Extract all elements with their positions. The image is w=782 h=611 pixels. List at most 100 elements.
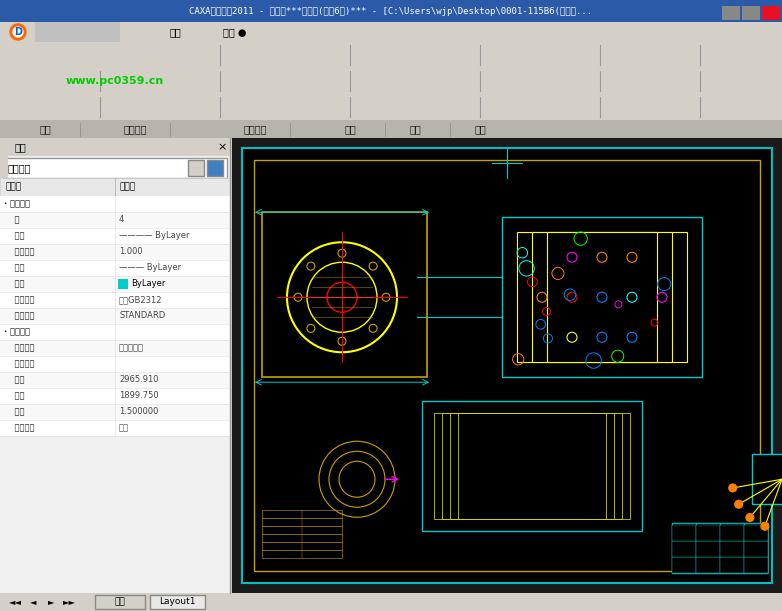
Text: 标注风格: 标注风格 xyxy=(4,312,34,321)
Bar xyxy=(696,557,720,573)
Bar xyxy=(672,557,696,573)
Bar xyxy=(0,324,230,340)
Text: ———— ByLayer: ———— ByLayer xyxy=(119,232,189,241)
Bar xyxy=(0,308,230,324)
Bar xyxy=(517,232,687,362)
Text: 加长系数: 加长系数 xyxy=(4,359,34,368)
Circle shape xyxy=(735,500,743,508)
Bar xyxy=(742,6,760,20)
Text: 用户自定义: 用户自定义 xyxy=(119,343,144,353)
Text: 1899.750: 1899.750 xyxy=(119,392,159,400)
Bar xyxy=(0,68,782,94)
Text: 视图: 视图 xyxy=(169,27,181,37)
Text: 修改: 修改 xyxy=(344,124,356,134)
Text: 标注: 标注 xyxy=(409,124,421,134)
Text: 高级绘图: 高级绘图 xyxy=(243,124,267,134)
Bar xyxy=(0,356,230,372)
Text: 特性名: 特性名 xyxy=(5,183,21,191)
Bar xyxy=(242,148,772,583)
Text: 风格 ●: 风格 ● xyxy=(224,27,246,37)
Bar xyxy=(262,534,342,542)
Bar xyxy=(262,212,427,377)
Bar xyxy=(262,518,342,526)
Bar xyxy=(262,542,342,550)
Bar xyxy=(0,292,230,308)
Bar xyxy=(267,222,417,372)
Bar xyxy=(532,232,672,362)
Bar xyxy=(207,160,223,176)
Text: ⋅ 图幅设置: ⋅ 图幅设置 xyxy=(4,327,30,337)
Bar xyxy=(0,420,230,436)
Bar xyxy=(672,541,696,557)
Text: 属性: 属性 xyxy=(474,124,486,134)
Bar xyxy=(0,260,230,276)
Bar xyxy=(696,523,720,573)
Text: 线型: 线型 xyxy=(4,232,24,241)
Text: CAXA电子图杗2011 - 机械版***试用期(还兤6天)*** - [C:\Users\wjp\Desktop\0001-115B6(外形图...: CAXA电子图杗2011 - 机械版***试用期(还兤6天)*** - [C:\… xyxy=(189,7,593,15)
Bar xyxy=(0,138,230,156)
Text: 宽度: 宽度 xyxy=(4,376,24,384)
Bar xyxy=(3,158,227,178)
Bar xyxy=(744,557,768,573)
Bar xyxy=(744,541,768,557)
Text: 图纸方向: 图纸方向 xyxy=(4,423,34,433)
Text: 4: 4 xyxy=(119,216,124,224)
Bar xyxy=(0,120,782,138)
Text: 2965.910: 2965.910 xyxy=(119,376,159,384)
Bar xyxy=(0,593,782,611)
Circle shape xyxy=(13,27,23,37)
Bar xyxy=(752,454,782,504)
Text: 1.000: 1.000 xyxy=(119,247,142,257)
Text: ——— ByLayer: ——— ByLayer xyxy=(119,263,181,273)
Text: www.pc0359.cn: www.pc0359.cn xyxy=(66,76,164,86)
Text: 特性値: 特性値 xyxy=(120,183,136,191)
Text: 横放: 横放 xyxy=(119,423,129,433)
Bar xyxy=(0,178,230,196)
Bar xyxy=(0,372,230,388)
Bar xyxy=(0,276,230,292)
Text: 高度: 高度 xyxy=(4,392,24,400)
Bar xyxy=(262,526,342,534)
Bar xyxy=(0,404,230,420)
Bar xyxy=(0,0,782,22)
Text: 图纸幅面: 图纸幅面 xyxy=(4,343,34,353)
Bar xyxy=(744,525,768,541)
Text: ByLayer: ByLayer xyxy=(131,279,165,288)
Circle shape xyxy=(10,24,26,40)
Bar xyxy=(0,228,230,244)
Circle shape xyxy=(761,522,769,530)
Bar xyxy=(434,412,630,519)
Text: ◄◄: ◄◄ xyxy=(9,598,21,607)
Text: 常用: 常用 xyxy=(39,124,51,134)
Bar xyxy=(254,160,760,571)
Bar xyxy=(262,550,342,558)
Text: 颜色: 颜色 xyxy=(4,279,24,288)
Bar xyxy=(262,510,342,518)
Bar xyxy=(696,525,720,541)
Bar xyxy=(720,523,744,573)
Bar xyxy=(0,94,782,120)
Text: 全局信息: 全局信息 xyxy=(8,163,31,173)
Bar xyxy=(458,412,606,519)
Bar xyxy=(0,212,230,228)
Bar xyxy=(0,22,782,42)
Text: ×: × xyxy=(217,142,227,152)
Bar xyxy=(744,523,768,573)
Bar xyxy=(232,138,782,593)
Bar xyxy=(0,22,120,42)
Circle shape xyxy=(729,484,737,492)
Text: D: D xyxy=(14,27,22,37)
Bar xyxy=(720,557,744,573)
Bar xyxy=(547,232,657,362)
Circle shape xyxy=(746,514,754,522)
Text: ►►: ►► xyxy=(63,598,76,607)
Text: 层: 层 xyxy=(4,216,20,224)
Text: 仿宋GB2312: 仿宋GB2312 xyxy=(119,296,163,304)
Bar xyxy=(118,279,128,289)
Bar xyxy=(672,525,696,541)
Bar xyxy=(95,595,145,609)
Bar xyxy=(0,138,230,593)
Bar xyxy=(0,244,230,260)
Text: 线型比例: 线型比例 xyxy=(4,247,34,257)
Bar xyxy=(150,595,205,609)
